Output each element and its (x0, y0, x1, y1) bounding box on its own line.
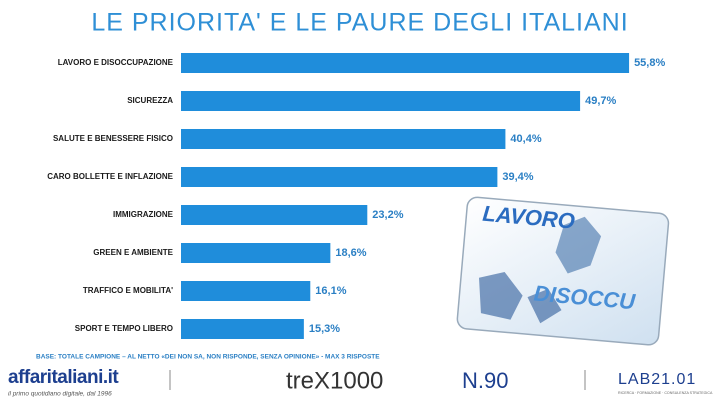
brand-logo: affaritaliani.it (8, 367, 119, 388)
bar (181, 243, 331, 263)
category-label: GREEN E AMBIENTE (93, 248, 173, 257)
category-label: IMMIGRAZIONE (113, 210, 174, 219)
value-label: 18,6% (335, 247, 366, 259)
base-note: BASE: TOTALE CAMPIONE – AL NETTO «DEI NO… (36, 354, 380, 361)
bar (181, 205, 368, 225)
brand-tagline: il primo quotidiano digitale, dal 1996 (8, 391, 112, 398)
category-label: LAVORO E DISOCCUPAZIONE (58, 58, 174, 67)
value-label: 16,1% (315, 285, 346, 297)
value-label: 23,2% (372, 209, 403, 221)
picture-figure (479, 272, 562, 324)
value-label: 15,3% (309, 323, 340, 335)
bar (181, 53, 630, 73)
lab-logo: LAB21.01 (618, 371, 696, 388)
category-label: SALUTE E BENESSERE FISICO (53, 134, 173, 143)
bar (181, 319, 304, 339)
bar (181, 129, 506, 149)
category-label: SICUREZZA (127, 96, 173, 105)
category-label: TRAFFICO E MOBILITA' (83, 286, 173, 295)
value-label: 55,8% (634, 57, 665, 69)
partner-logo: treX1000 (286, 367, 383, 394)
picture: LAVORO DISOCCU (456, 196, 670, 346)
category-label: CARO BOLLETTE E INFLAZIONE (47, 172, 173, 181)
bar (181, 281, 311, 301)
lab-tagline: RICERCA · FORMAZIONE · CONSULENZA STRATE… (618, 391, 713, 395)
value-label: 40,4% (510, 133, 541, 145)
category-label: SPORT E TEMPO LIBERO (75, 324, 173, 333)
value-label: 39,4% (502, 171, 533, 183)
bar (181, 167, 498, 187)
chart-title: LE PRIORITA' E LE PAURE DEGLI ITALIANI (91, 9, 628, 37)
value-label: 49,7% (585, 95, 616, 107)
issue-number: N.90 (462, 368, 508, 393)
bar (181, 91, 581, 111)
picture-figure (555, 216, 602, 274)
